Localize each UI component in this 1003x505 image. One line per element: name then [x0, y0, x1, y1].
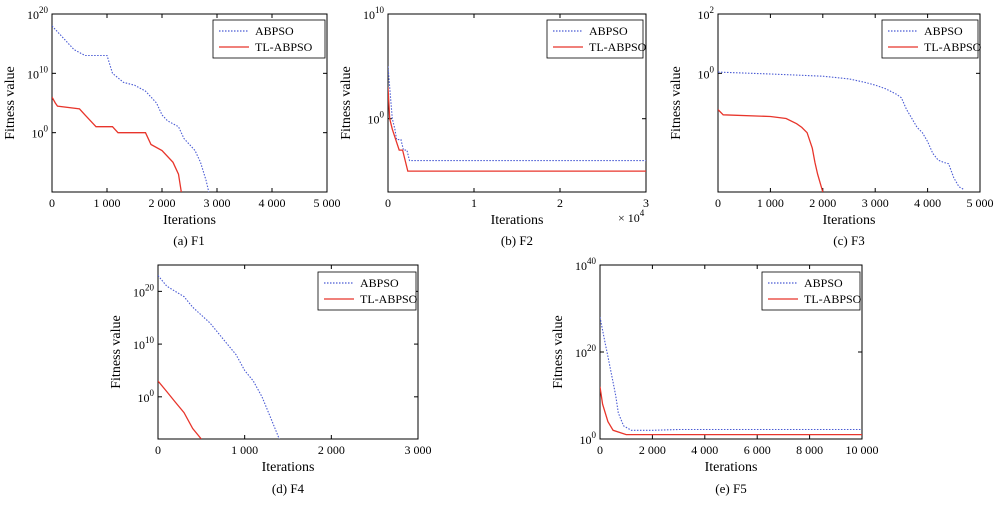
x-tick-label: 0 [715, 196, 721, 210]
plot-frame [717, 13, 981, 193]
x-tick-label: 2 000 [809, 196, 836, 210]
x-axis-label: Iterations [823, 213, 876, 228]
legend-label: TL-ABPSO [924, 40, 982, 54]
x-tick-label: 8 000 [796, 443, 823, 457]
x-tick-label: 2 000 [149, 196, 176, 210]
x-axis-multiplier: × 104 [618, 208, 645, 225]
x-axis-label: Iterations [262, 460, 315, 475]
x-axis-label: Iterations [705, 460, 758, 475]
x-tick-label: 0 [155, 443, 161, 457]
legend-box [761, 271, 861, 311]
x-tick-label: 0 [385, 196, 391, 210]
legend-box [546, 19, 644, 59]
legend: ABPSO TL-ABPSO [212, 19, 326, 59]
y-tick-label: 102 [698, 5, 715, 22]
y-tick-label: 100 [580, 430, 597, 447]
series-line-tl-abpso [718, 109, 824, 192]
subfigure-caption: (a) F1 [173, 233, 204, 248]
legend-label: TL-ABPSO [360, 292, 418, 306]
y-tick-label: 1010 [133, 335, 155, 352]
x-tick-label: 1 000 [757, 196, 784, 210]
x-tick-label: 3 [643, 196, 649, 210]
x-tick-label: 1 [471, 196, 477, 210]
subfigure-caption: (d) F4 [272, 481, 305, 496]
legend-label: ABPSO [589, 24, 628, 38]
chart-f3: 0 1 000 2 000 3 000 4 000 5 000 102 100 Iteratio… [669, 5, 994, 248]
x-tick-label: 2 000 [639, 443, 666, 457]
plot-frame [387, 13, 647, 193]
plot-frame [157, 264, 419, 440]
subfigure-caption: (b) F2 [501, 233, 533, 248]
y-tick-label: 100 [368, 110, 385, 127]
y-axis-label: Fitness value [109, 315, 124, 389]
y-axis-label: Fitness value [669, 66, 684, 140]
y-axis-label: Fitness value [3, 66, 18, 140]
series-line-tl-abpso [388, 87, 646, 172]
x-tick-label: 1 000 [94, 196, 121, 210]
x-tick-label: 5 000 [967, 196, 994, 210]
y-axis-label: Fitness value [339, 66, 354, 140]
legend-label: TL-ABPSO [804, 292, 862, 306]
plot-frame [51, 13, 328, 193]
x-tick-label: 4 000 [691, 443, 718, 457]
series-line-abpso [158, 275, 280, 439]
y-tick-label: 1040 [575, 256, 597, 273]
y-tick-label: 1020 [133, 282, 155, 299]
x-tick-label: 5 000 [314, 196, 341, 210]
y-tick-label: 100 [698, 64, 715, 81]
series-line-abpso [718, 71, 965, 191]
subfigure-caption: (e) F5 [715, 481, 746, 496]
x-tick-label: 3 000 [405, 443, 432, 457]
legend: ABPSO TL-ABPSO [761, 271, 862, 311]
chart-f4: 0 1 000 2 000 3 000 1020 1010 100 Iterations Fit… [109, 264, 432, 496]
series-line-tl-abpso [600, 386, 862, 436]
legend-box [881, 19, 979, 59]
legend-label: ABPSO [360, 276, 399, 290]
y-tick-label: 1020 [27, 5, 49, 22]
series-line-abpso [600, 317, 862, 431]
x-tick-label: 4 000 [259, 196, 286, 210]
x-tick-label: 10 000 [846, 443, 879, 457]
legend: ABPSO TL-ABPSO [546, 19, 647, 59]
chart-f2: 0 1 2 3 1010 100 Iterations Fitness value × 104 A… [339, 5, 649, 248]
subfigure-caption: (c) F3 [833, 233, 864, 248]
y-axis-label: Fitness value [551, 315, 566, 389]
legend: ABPSO TL-ABPSO [881, 19, 982, 59]
x-axis-label: Iterations [491, 213, 544, 228]
x-tick-label: 3 000 [204, 196, 231, 210]
series-line-abpso [52, 25, 210, 192]
y-tick-label: 1020 [575, 343, 597, 360]
x-axis-label: Iterations [163, 213, 216, 228]
y-tick-label: 100 [32, 124, 49, 141]
x-tick-label: 0 [597, 443, 603, 457]
legend-label: ABPSO [804, 276, 843, 290]
legend: ABPSO TL-ABPSO [317, 271, 418, 311]
legend-label: TL-ABPSO [589, 40, 647, 54]
legend-box [317, 271, 417, 311]
x-tick-label: 4 000 [914, 196, 941, 210]
legend-label: TL-ABPSO [255, 40, 313, 54]
y-tick-label: 1010 [363, 5, 385, 22]
legend-box [212, 19, 326, 59]
x-tick-label: 0 [49, 196, 55, 210]
x-tick-label: 2 [557, 196, 563, 210]
chart-f1: 0 1 000 2 000 3 000 4 000 5 000 1020 1010 100 Ite… [3, 5, 341, 248]
y-tick-label: 100 [138, 388, 155, 405]
series-line-abpso [388, 66, 646, 162]
x-tick-label: 1 000 [231, 443, 258, 457]
series-line-tl-abpso [52, 96, 182, 192]
y-tick-label: 1010 [27, 64, 49, 81]
x-tick-label: 2 000 [318, 443, 345, 457]
legend-label: ABPSO [255, 24, 294, 38]
x-tick-label: 6 000 [744, 443, 771, 457]
x-tick-label: 3 000 [862, 196, 889, 210]
series-line-tl-abpso [158, 380, 202, 439]
chart-f5: 0 2 000 4 000 6 000 8 000 10 000 1040 1020 100 It… [551, 256, 879, 496]
legend-label: ABPSO [924, 24, 963, 38]
